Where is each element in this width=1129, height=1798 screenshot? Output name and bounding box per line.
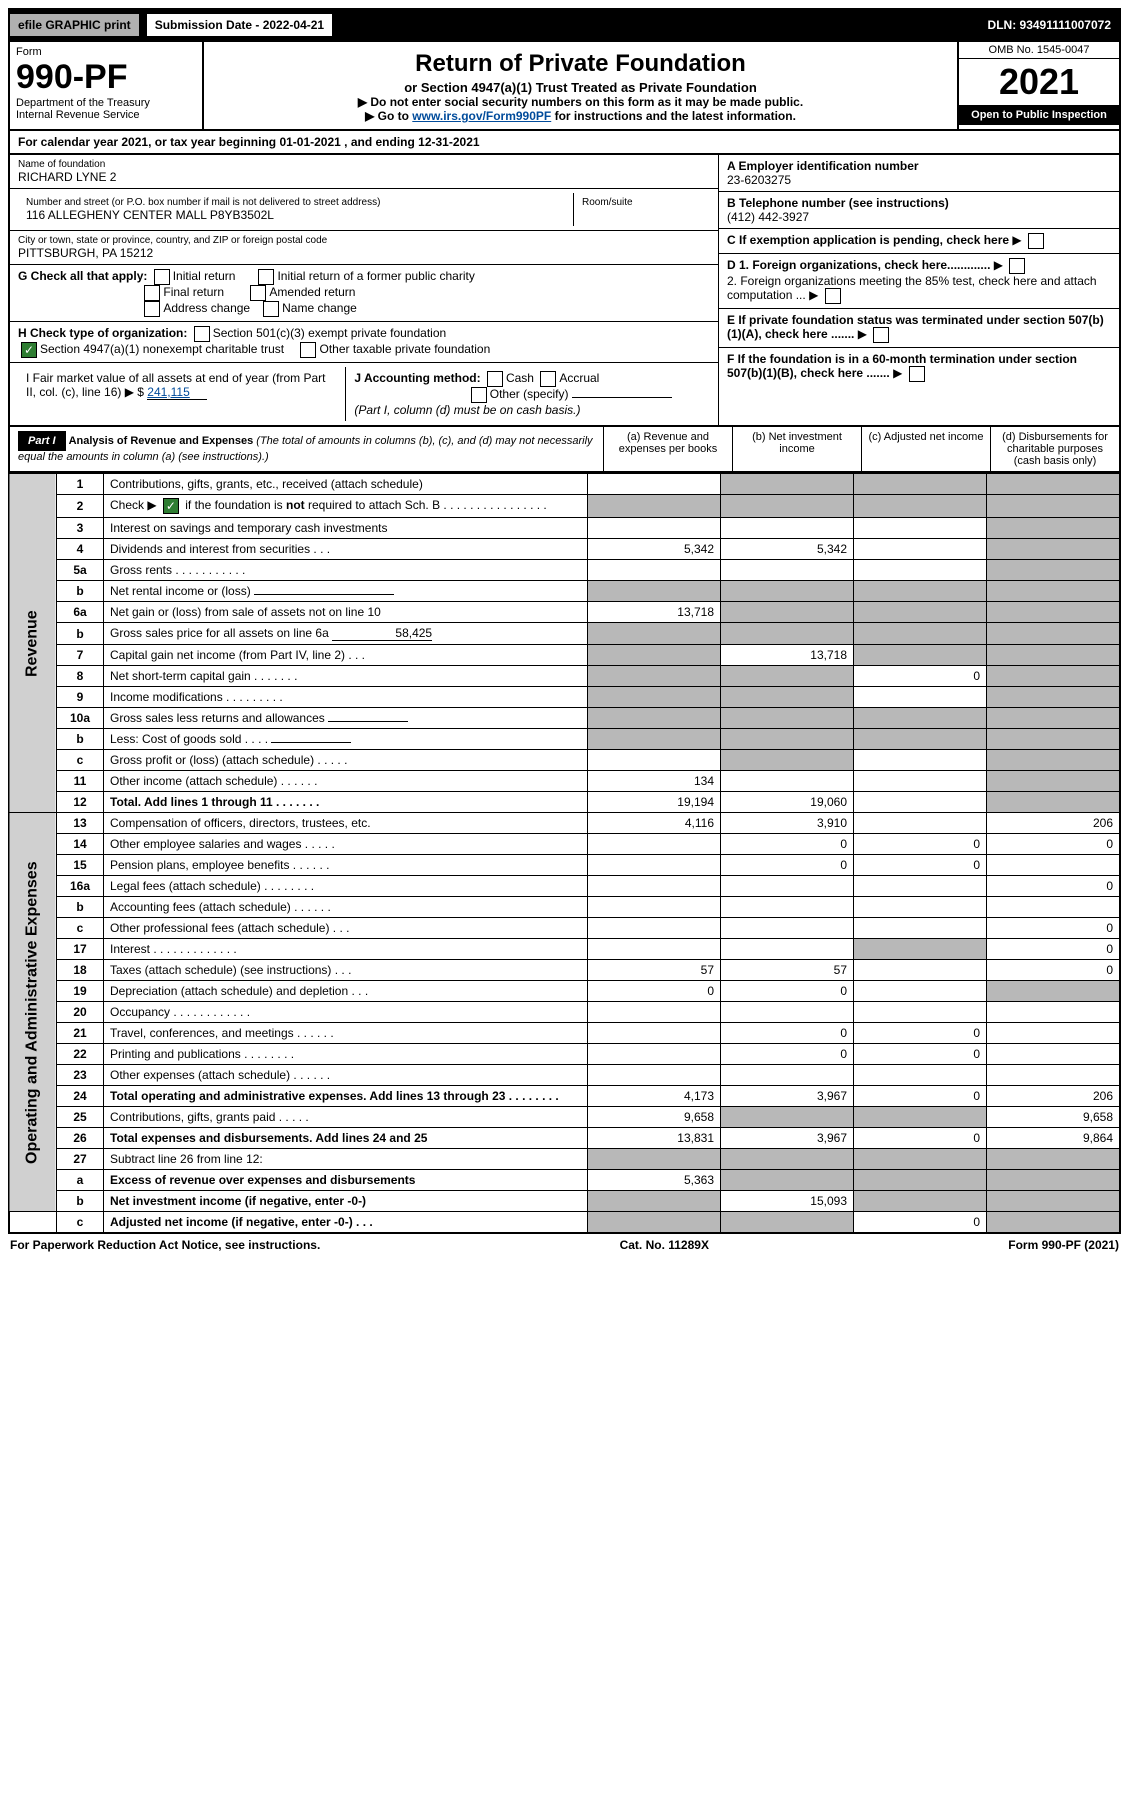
chk-name[interactable] xyxy=(263,301,279,317)
e-cell: E If private foundation status was termi… xyxy=(719,309,1119,348)
dln: DLN: 93491111007072 xyxy=(980,14,1119,36)
h-cell: H Check type of organization: Section 50… xyxy=(10,322,718,363)
col-b: (b) Net investment income xyxy=(732,427,861,471)
room-label: Room/suite xyxy=(582,197,702,208)
city: PITTSBURGH, PA 15212 xyxy=(18,246,710,260)
calendar-year: For calendar year 2021, or tax year begi… xyxy=(8,131,1121,155)
ein-cell: A Employer identification number 23-6203… xyxy=(719,155,1119,192)
chk-schb[interactable] xyxy=(163,498,179,514)
footer: For Paperwork Reduction Act Notice, see … xyxy=(8,1234,1121,1256)
form-word: Form xyxy=(16,46,196,58)
footer-mid: Cat. No. 11289X xyxy=(620,1238,709,1252)
omb: OMB No. 1545-0047 xyxy=(959,42,1119,59)
chk-cash[interactable] xyxy=(487,371,503,387)
form-link[interactable]: www.irs.gov/Form990PF xyxy=(412,109,551,123)
ij-cell: I Fair market value of all assets at end… xyxy=(10,363,718,425)
form-subtitle: or Section 4947(a)(1) Trust Treated as P… xyxy=(210,80,951,95)
part1-label: Part I xyxy=(18,431,66,451)
chk-501c3[interactable] xyxy=(194,326,210,342)
chk-other[interactable] xyxy=(471,387,487,403)
part1-table: Revenue 1Contributions, gifts, grants, e… xyxy=(8,473,1121,1234)
chk-f[interactable] xyxy=(909,366,925,382)
name-cell: Name of foundation RICHARD LYNE 2 xyxy=(10,155,718,189)
addr-cell: Number and street (or P.O. box number if… xyxy=(10,189,718,231)
note-2: ▶ Go to www.irs.gov/Form990PF for instru… xyxy=(210,109,951,123)
chk-d1[interactable] xyxy=(1009,258,1025,274)
chk-initial-former[interactable] xyxy=(258,269,274,285)
form-title: Return of Private Foundation xyxy=(210,50,951,78)
efile-label: efile GRAPHIC print xyxy=(10,14,141,36)
chk-final[interactable] xyxy=(144,285,160,301)
chk-accrual[interactable] xyxy=(540,371,556,387)
info-right: A Employer identification number 23-6203… xyxy=(718,155,1119,425)
c-cell: C If exemption application is pending, c… xyxy=(719,229,1119,254)
chk-address[interactable] xyxy=(144,301,160,317)
chk-e[interactable] xyxy=(873,327,889,343)
fmv-link[interactable]: 241,115 xyxy=(147,385,207,400)
dept: Department of the Treasury xyxy=(16,97,196,109)
address: 116 ALLEGHENY CENTER MALL P8YB3502L xyxy=(26,208,565,222)
footer-left: For Paperwork Reduction Act Notice, see … xyxy=(10,1238,320,1252)
tax-year: 2021 xyxy=(959,59,1119,105)
chk-c[interactable] xyxy=(1028,233,1044,249)
open-public: Open to Public Inspection xyxy=(959,105,1119,125)
f-cell: F If the foundation is in a 60-month ter… xyxy=(719,348,1119,386)
col-d: (d) Disbursements for charitable purpose… xyxy=(990,427,1119,471)
phone-cell: B Telephone number (see instructions) (4… xyxy=(719,192,1119,229)
foundation-name: RICHARD LYNE 2 xyxy=(18,170,710,184)
info-row: Name of foundation RICHARD LYNE 2 Number… xyxy=(8,155,1121,427)
header-center: Return of Private Foundation or Section … xyxy=(204,42,957,129)
chk-amended[interactable] xyxy=(250,285,266,301)
form-header: Form 990-PF Department of the Treasury I… xyxy=(8,42,1121,131)
d-cell: D 1. Foreign organizations, check here..… xyxy=(719,254,1119,309)
chk-4947[interactable] xyxy=(21,342,37,358)
city-cell: City or town, state or province, country… xyxy=(10,231,718,265)
chk-other-tax[interactable] xyxy=(300,342,316,358)
side-expenses: Operating and Administrative Expenses xyxy=(9,813,57,1212)
submission-date: Submission Date - 2022-04-21 xyxy=(145,12,334,38)
col-c: (c) Adjusted net income xyxy=(861,427,990,471)
form-number: 990-PF xyxy=(16,58,196,97)
ein: 23-6203275 xyxy=(727,173,791,187)
part1-header: Part I Analysis of Revenue and Expenses … xyxy=(8,427,1121,473)
phone: (412) 442-3927 xyxy=(727,210,809,224)
chk-d2[interactable] xyxy=(825,288,841,304)
g-cell: G Check all that apply: Initial return I… xyxy=(10,265,718,322)
header-left: Form 990-PF Department of the Treasury I… xyxy=(10,42,204,129)
irs: Internal Revenue Service xyxy=(16,109,196,121)
note-1: ▶ Do not enter social security numbers o… xyxy=(210,95,951,109)
top-bar: efile GRAPHIC print Submission Date - 20… xyxy=(8,8,1121,42)
col-a: (a) Revenue and expenses per books xyxy=(603,427,732,471)
chk-initial[interactable] xyxy=(154,269,170,285)
info-left: Name of foundation RICHARD LYNE 2 Number… xyxy=(10,155,718,425)
header-right: OMB No. 1545-0047 2021 Open to Public In… xyxy=(957,42,1119,129)
side-revenue: Revenue xyxy=(9,474,57,813)
footer-right: Form 990-PF (2021) xyxy=(1008,1238,1119,1252)
